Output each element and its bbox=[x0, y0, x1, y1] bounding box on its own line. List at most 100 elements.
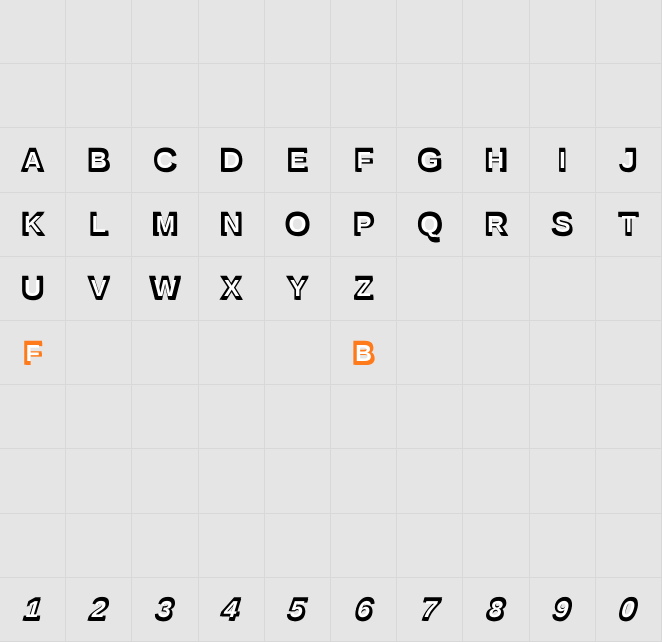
grid-cell[interactable] bbox=[0, 64, 66, 128]
grid-cell[interactable]: K bbox=[0, 193, 66, 257]
grid-cell[interactable]: 0 bbox=[596, 578, 662, 642]
grid-cell[interactable]: I bbox=[530, 128, 596, 192]
grid-cell[interactable] bbox=[66, 449, 132, 513]
grid-cell[interactable] bbox=[463, 257, 529, 321]
grid-cell[interactable] bbox=[199, 385, 265, 449]
grid-cell[interactable] bbox=[596, 449, 662, 513]
grid-cell[interactable] bbox=[331, 64, 397, 128]
grid-cell[interactable]: B bbox=[331, 321, 397, 385]
grid-cell[interactable] bbox=[530, 321, 596, 385]
grid-cell[interactable]: Z bbox=[331, 257, 397, 321]
grid-cell[interactable] bbox=[199, 0, 265, 64]
grid-cell[interactable] bbox=[0, 449, 66, 513]
grid-cell[interactable]: V bbox=[66, 257, 132, 321]
grid-cell[interactable] bbox=[530, 449, 596, 513]
grid-cell[interactable] bbox=[331, 385, 397, 449]
grid-cell[interactable] bbox=[132, 64, 198, 128]
grid-cell[interactable] bbox=[463, 385, 529, 449]
grid-cell[interactable] bbox=[132, 0, 198, 64]
grid-cell[interactable] bbox=[66, 0, 132, 64]
grid-cell[interactable]: E bbox=[265, 128, 331, 192]
grid-cell[interactable] bbox=[530, 0, 596, 64]
grid-cell[interactable]: R bbox=[463, 193, 529, 257]
grid-cell[interactable]: G bbox=[397, 128, 463, 192]
grid-cell[interactable]: D bbox=[199, 128, 265, 192]
grid-cell[interactable] bbox=[199, 321, 265, 385]
grid-cell[interactable] bbox=[331, 514, 397, 578]
grid-cell[interactable] bbox=[596, 321, 662, 385]
grid-cell[interactable] bbox=[331, 449, 397, 513]
grid-cell[interactable]: O bbox=[265, 193, 331, 257]
grid-cell[interactable] bbox=[265, 385, 331, 449]
grid-cell[interactable] bbox=[66, 385, 132, 449]
grid-cell[interactable]: F bbox=[331, 128, 397, 192]
grid-cell[interactable] bbox=[66, 514, 132, 578]
grid-cell[interactable] bbox=[132, 321, 198, 385]
grid-cell[interactable] bbox=[265, 321, 331, 385]
grid-cell[interactable]: A bbox=[0, 128, 66, 192]
grid-cell[interactable] bbox=[132, 449, 198, 513]
grid-cell[interactable]: J bbox=[596, 128, 662, 192]
grid-cell[interactable]: 3 bbox=[132, 578, 198, 642]
grid-cell[interactable]: 9 bbox=[530, 578, 596, 642]
grid-cell[interactable] bbox=[265, 449, 331, 513]
grid-cell[interactable] bbox=[397, 385, 463, 449]
grid-cell[interactable] bbox=[463, 449, 529, 513]
grid-cell[interactable]: X bbox=[199, 257, 265, 321]
grid-cell[interactable] bbox=[0, 0, 66, 64]
grid-cell[interactable] bbox=[596, 257, 662, 321]
grid-cell[interactable] bbox=[397, 514, 463, 578]
grid-cell[interactable] bbox=[265, 0, 331, 64]
grid-cell[interactable]: B bbox=[66, 128, 132, 192]
grid-cell[interactable]: S bbox=[530, 193, 596, 257]
grid-cell[interactable]: 6 bbox=[331, 578, 397, 642]
grid-cell[interactable] bbox=[0, 514, 66, 578]
grid-cell[interactable] bbox=[199, 514, 265, 578]
grid-cell[interactable]: 7 bbox=[397, 578, 463, 642]
grid-cell[interactable] bbox=[530, 64, 596, 128]
grid-cell[interactable] bbox=[199, 449, 265, 513]
grid-cell[interactable]: U bbox=[0, 257, 66, 321]
grid-cell[interactable] bbox=[530, 257, 596, 321]
grid-cell[interactable] bbox=[596, 64, 662, 128]
grid-cell[interactable] bbox=[397, 0, 463, 64]
grid-cell[interactable] bbox=[331, 0, 397, 64]
grid-cell[interactable]: 2 bbox=[66, 578, 132, 642]
grid-cell[interactable]: M bbox=[132, 193, 198, 257]
grid-cell[interactable]: Y bbox=[265, 257, 331, 321]
grid-cell[interactable]: P bbox=[331, 193, 397, 257]
grid-cell[interactable]: 1 bbox=[0, 578, 66, 642]
grid-cell[interactable] bbox=[596, 514, 662, 578]
grid-cell[interactable]: F bbox=[0, 321, 66, 385]
grid-cell[interactable] bbox=[265, 514, 331, 578]
grid-cell[interactable]: N bbox=[199, 193, 265, 257]
grid-cell[interactable]: 4 bbox=[199, 578, 265, 642]
grid-cell[interactable] bbox=[530, 385, 596, 449]
grid-cell[interactable]: 5 bbox=[265, 578, 331, 642]
grid-cell[interactable] bbox=[463, 64, 529, 128]
grid-cell[interactable]: Q bbox=[397, 193, 463, 257]
grid-cell[interactable] bbox=[132, 385, 198, 449]
grid-cell[interactable] bbox=[463, 321, 529, 385]
grid-cell[interactable] bbox=[397, 449, 463, 513]
grid-cell[interactable] bbox=[596, 0, 662, 64]
grid-cell[interactable]: H bbox=[463, 128, 529, 192]
grid-cell[interactable]: 8 bbox=[463, 578, 529, 642]
grid-cell[interactable] bbox=[397, 321, 463, 385]
grid-cell[interactable] bbox=[199, 64, 265, 128]
grid-cell[interactable] bbox=[397, 257, 463, 321]
grid-cell[interactable] bbox=[463, 514, 529, 578]
grid-cell[interactable] bbox=[397, 64, 463, 128]
grid-cell[interactable] bbox=[0, 385, 66, 449]
grid-cell[interactable] bbox=[66, 64, 132, 128]
grid-cell[interactable] bbox=[132, 514, 198, 578]
grid-cell[interactable] bbox=[530, 514, 596, 578]
grid-cell[interactable] bbox=[596, 385, 662, 449]
grid-cell[interactable] bbox=[463, 0, 529, 64]
grid-cell[interactable]: L bbox=[66, 193, 132, 257]
grid-cell[interactable]: T bbox=[596, 193, 662, 257]
grid-cell[interactable] bbox=[265, 64, 331, 128]
grid-cell[interactable]: W bbox=[132, 257, 198, 321]
grid-cell[interactable]: C bbox=[132, 128, 198, 192]
grid-cell[interactable] bbox=[66, 321, 132, 385]
